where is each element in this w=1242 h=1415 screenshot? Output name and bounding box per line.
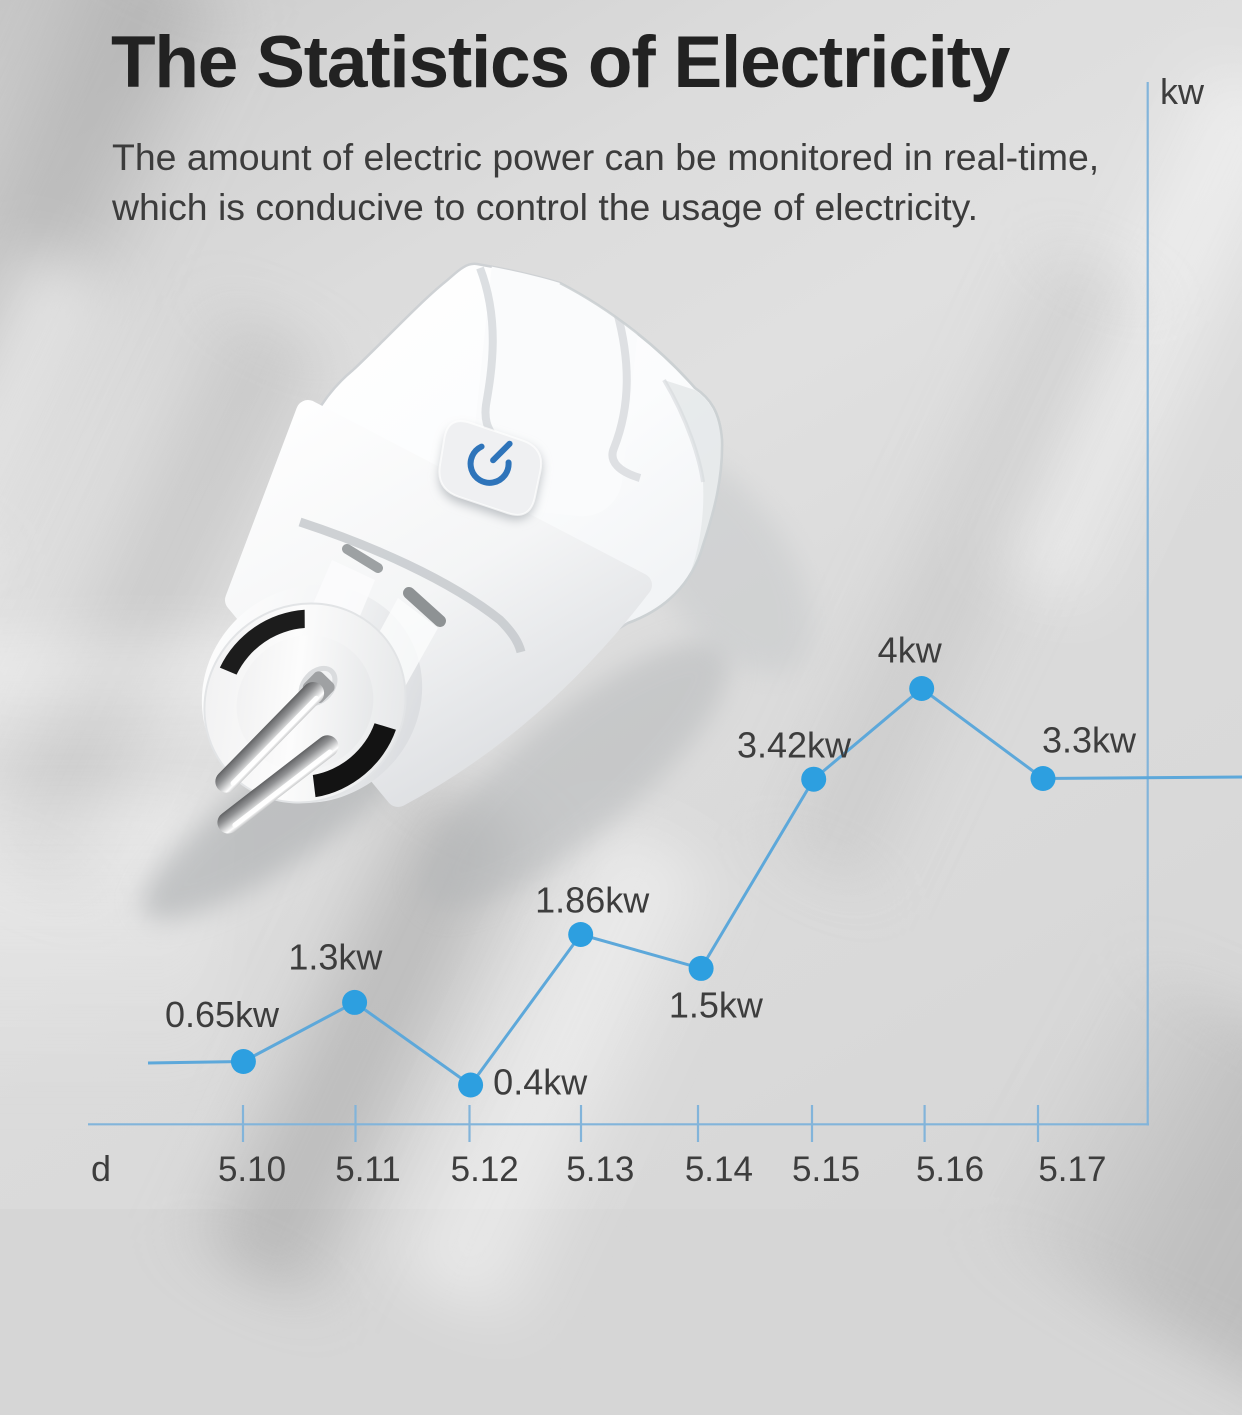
svg-text:3.42kw: 3.42kw — [737, 725, 852, 766]
svg-text:1.3kw: 1.3kw — [288, 937, 383, 978]
svg-text:1.5kw: 1.5kw — [669, 985, 764, 1026]
svg-text:5.16: 5.16 — [916, 1150, 984, 1189]
svg-text:5.17: 5.17 — [1038, 1150, 1106, 1189]
svg-text:kw: kw — [1160, 71, 1205, 112]
svg-text:5.14: 5.14 — [685, 1150, 753, 1189]
svg-text:3.3kw: 3.3kw — [1042, 720, 1137, 761]
svg-text:1.86kw: 1.86kw — [535, 879, 650, 920]
svg-text:4kw: 4kw — [878, 630, 943, 671]
svg-text:0.4kw: 0.4kw — [493, 1061, 588, 1102]
svg-text:0.65kw: 0.65kw — [165, 994, 280, 1035]
svg-text:d: d — [91, 1148, 111, 1189]
svg-text:5.15: 5.15 — [792, 1150, 860, 1189]
svg-text:5.13: 5.13 — [566, 1150, 634, 1189]
svg-text:5.12: 5.12 — [451, 1150, 519, 1189]
svg-text:5.11: 5.11 — [335, 1150, 401, 1189]
svg-text:5.10: 5.10 — [218, 1150, 286, 1189]
